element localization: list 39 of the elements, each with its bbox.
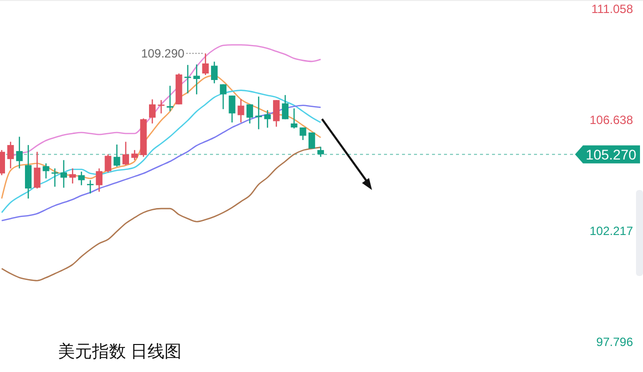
candlestick <box>184 64 192 94</box>
y-tick-label: 106.638 <box>590 113 634 128</box>
candlestick <box>114 144 120 168</box>
candlestick <box>193 64 200 95</box>
y-tick-label: 111.058 <box>591 2 634 16</box>
text: 美元指数 日线图 <box>58 342 182 361</box>
candlestick <box>104 154 112 174</box>
y-tick-label: 102.217 <box>590 224 634 238</box>
candlestick <box>255 96 262 130</box>
candlestick <box>7 141 14 169</box>
candlestick <box>24 144 32 200</box>
candlestick <box>246 104 254 124</box>
candlestick <box>300 126 306 141</box>
candlestick <box>228 94 236 124</box>
candlestick <box>211 61 218 84</box>
candlestick <box>16 136 23 169</box>
candlestick <box>317 146 324 158</box>
candlestick <box>273 99 280 128</box>
candlestick <box>158 99 164 114</box>
candlestick <box>78 171 85 186</box>
candlestick <box>69 168 76 184</box>
candlestick <box>60 160 68 188</box>
candlestick <box>166 85 174 112</box>
line-series <box>1 146 322 282</box>
candlestick <box>202 52 209 76</box>
ref-line-label: 105.270 <box>586 146 637 162</box>
annotation: 109.290 <box>141 46 185 61</box>
candlestick <box>282 94 289 120</box>
candlestick <box>264 110 271 128</box>
candlestick <box>96 168 102 192</box>
candlestick <box>122 141 130 166</box>
candlestick <box>42 162 50 180</box>
candlestick <box>34 151 40 190</box>
candlestick <box>290 108 298 130</box>
y-tick-label: 97.796 <box>596 335 634 350</box>
candlestick <box>131 149 138 161</box>
candlestick <box>220 84 226 110</box>
candlestick <box>149 98 156 124</box>
candlestick <box>238 98 244 124</box>
